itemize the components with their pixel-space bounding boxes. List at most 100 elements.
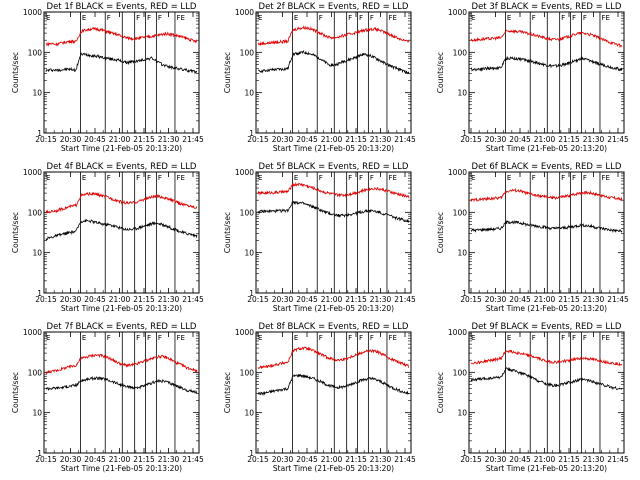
x-tick-label: 21:15 <box>133 295 155 304</box>
segment-marker: F <box>370 14 374 22</box>
x-tick-label: 20:30 <box>485 455 507 464</box>
plot-frame <box>255 331 412 454</box>
segment-marker: F <box>136 174 140 182</box>
segment-marker: FE <box>388 174 396 182</box>
x-tick-label: 21:15 <box>133 455 155 464</box>
y-tick-label: 100 <box>240 208 255 217</box>
segment-marker: F <box>319 14 323 22</box>
x-tick-label: 20:45 <box>296 135 318 144</box>
x-axis-label: Start Time (21-Feb-05 20:13:20) <box>486 304 607 313</box>
y-tick-label: 100 <box>240 48 255 57</box>
y-axis-label: Counts/sec <box>223 52 232 93</box>
x-tick-label: 21:00 <box>109 455 131 464</box>
segment-marker: F <box>158 334 162 342</box>
segment-marker: FE <box>601 14 609 22</box>
segment-marker: F <box>532 174 536 182</box>
segment-marker: F <box>359 334 363 342</box>
segment-marker: F <box>319 174 323 182</box>
segment-marker: E <box>471 174 475 182</box>
plot-frame <box>43 331 200 454</box>
x-tick-label: 21:00 <box>109 295 131 304</box>
segment-marker: E <box>46 14 50 22</box>
x-axis-label: Start Time (21-Feb-05 20:13:20) <box>273 144 394 153</box>
x-axis-label: Start Time (21-Feb-05 20:13:20) <box>486 144 607 153</box>
y-tick-label: 1 <box>249 449 254 458</box>
segment-marker: F <box>359 14 363 22</box>
segment-marker: E <box>294 334 298 342</box>
y-tick-label: 1000 <box>448 8 467 17</box>
y-tick-label: 100 <box>453 368 468 377</box>
x-axis-label: Start Time (21-Feb-05 20:13:20) <box>61 464 182 473</box>
x-tick-label: 20:45 <box>84 295 106 304</box>
chart-panel-7: Det 7f BLACK = Events, RED = LLD 1 10 100 10… <box>11 322 204 473</box>
x-tick-label: 20:15 <box>35 455 57 464</box>
y-axis-label: Counts/sec <box>436 372 445 413</box>
y-tick-label: 1 <box>462 449 467 458</box>
chart-title: Det 5f BLACK = Events, RED = LLD <box>259 162 409 172</box>
segment-marker: F <box>583 334 587 342</box>
x-tick-label: 21:00 <box>321 455 343 464</box>
x-tick-label: 21:30 <box>158 455 180 464</box>
x-tick-label: 21:15 <box>345 455 367 464</box>
x-tick-label: 21:00 <box>534 455 556 464</box>
x-tick-label: 21:00 <box>534 135 556 144</box>
x-tick-label: 20:45 <box>296 455 318 464</box>
segment-marker: F <box>136 334 140 342</box>
segment-marker: E <box>82 174 86 182</box>
x-tick-label: 20:30 <box>60 295 82 304</box>
chart-title: Det 8f BLACK = Events, RED = LLD <box>259 322 409 332</box>
chart-title: Det 3f BLACK = Events, RED = LLD <box>472 2 622 12</box>
segment-marker: F <box>572 14 576 22</box>
segment-marker: F <box>107 174 111 182</box>
segment-marker: F <box>348 174 352 182</box>
plot-frame <box>255 171 412 294</box>
segment-marker: F <box>561 14 565 22</box>
y-axis-label: Counts/sec <box>11 212 20 253</box>
x-tick-label: 21:45 <box>182 135 204 144</box>
segment-marker: E <box>46 174 50 182</box>
x-tick-label: 20:45 <box>84 455 106 464</box>
x-tick-label: 21:15 <box>558 295 580 304</box>
plot-frame <box>43 171 200 294</box>
y-tick-label: 100 <box>28 48 43 57</box>
x-tick-label: 21:30 <box>370 455 392 464</box>
x-axis-label: Start Time (21-Feb-05 20:13:20) <box>61 144 182 153</box>
y-tick-label: 10 <box>32 249 42 258</box>
series-line-events <box>257 373 410 397</box>
series-line-lld <box>470 29 623 49</box>
y-tick-label: 100 <box>240 368 255 377</box>
y-tick-label: 1000 <box>235 8 254 17</box>
segment-marker: F <box>532 334 536 342</box>
x-tick-label: 20:15 <box>35 295 57 304</box>
segment-marker: F <box>158 14 162 22</box>
y-tick-label: 100 <box>453 208 468 217</box>
plot-frame <box>468 171 625 294</box>
chart-panel-1: Det 1f BLACK = Events, RED = LLD 1 10 100 10… <box>11 2 204 153</box>
x-tick-label: 21:00 <box>534 295 556 304</box>
y-tick-label: 1 <box>37 289 42 298</box>
x-tick-label: 20:15 <box>247 135 269 144</box>
y-tick-label: 1 <box>37 449 42 458</box>
x-tick-label: 21:45 <box>182 295 204 304</box>
x-axis-label: Start Time (21-Feb-05 20:13:20) <box>273 464 394 473</box>
segment-marker: F <box>572 174 576 182</box>
x-tick-label: 20:15 <box>460 295 482 304</box>
x-axis-label: Start Time (21-Feb-05 20:13:20) <box>486 464 607 473</box>
x-tick-label: 20:15 <box>35 135 57 144</box>
segment-marker: FE <box>601 334 609 342</box>
segment-marker: F <box>107 14 111 22</box>
y-tick-label: 1 <box>249 129 254 138</box>
chart-panel-6: Det 6f BLACK = Events, RED = LLD 1 10 100 10… <box>436 162 629 313</box>
segment-marker: FE <box>176 174 184 182</box>
plot-frame <box>43 11 200 134</box>
x-tick-label: 20:30 <box>272 455 294 464</box>
series-line-events <box>470 366 623 391</box>
chart-panel-3: Det 3f BLACK = Events, RED = LLD 1 10 100 10… <box>436 2 629 153</box>
segment-marker: E <box>507 174 511 182</box>
series-line-events <box>45 219 198 241</box>
x-tick-label: 20:15 <box>460 135 482 144</box>
y-tick-label: 1 <box>462 289 467 298</box>
chart-panel-9: Det 9f BLACK = Events, RED = LLD 1 10 100 10… <box>436 322 629 473</box>
segment-marker: F <box>158 174 162 182</box>
chart-title: Det 4f BLACK = Events, RED = LLD <box>47 162 197 172</box>
